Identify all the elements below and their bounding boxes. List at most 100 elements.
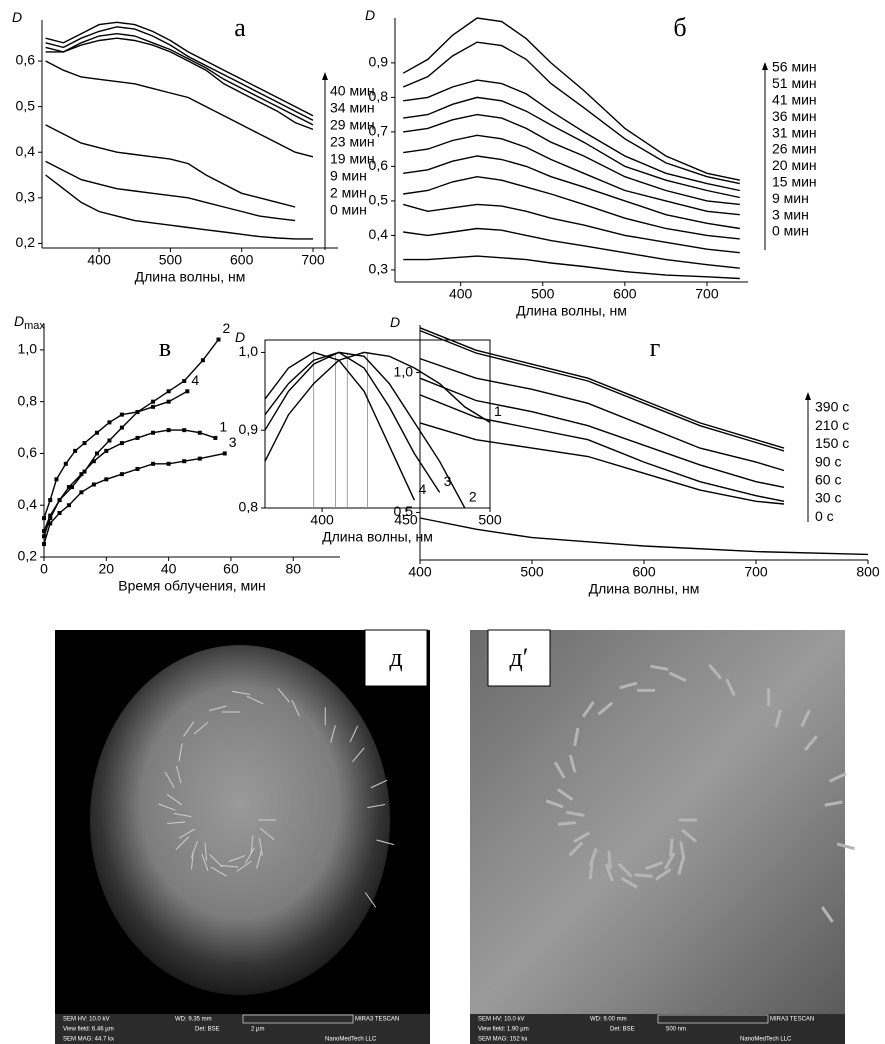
marker <box>200 358 205 363</box>
chart: 0 20 40 60 80 0,2 0,4 0,6 0,8 1,0 Время облучения,… <box>14 313 340 594</box>
panel-label: д′ <box>510 643 529 672</box>
x-tick-label: 500 <box>531 286 555 302</box>
y-tick-label: 0,3 <box>16 189 36 205</box>
scale-bar <box>242 1014 354 1024</box>
chart: 400 450 500 0,8 0,9 1,0 Длина волны, нм D 1 2 3 4 <box>235 329 502 545</box>
scale-bar <box>657 1014 769 1024</box>
series-line <box>45 60 314 158</box>
legend-label: 150 с <box>815 435 849 451</box>
legend-arrowhead <box>322 72 328 80</box>
legend-label: 51 мин <box>772 75 817 91</box>
flake <box>588 847 598 866</box>
x-tick-label: 600 <box>632 564 656 580</box>
marker <box>82 441 87 446</box>
marker <box>91 459 96 464</box>
flake <box>175 836 190 850</box>
marker <box>104 448 109 453</box>
flake <box>256 850 262 869</box>
marker <box>222 451 227 456</box>
flake <box>557 821 576 826</box>
flake <box>167 821 186 825</box>
marker <box>48 521 53 526</box>
marker <box>107 438 112 443</box>
flake <box>376 839 395 846</box>
flake <box>349 725 359 743</box>
x-tick-label: 700 <box>695 286 719 302</box>
marker <box>107 420 112 425</box>
x-axis-label: Длина волны, нм <box>322 529 433 545</box>
series-label: 3 <box>229 434 237 450</box>
series-line <box>419 377 785 488</box>
y-tick-label: 0,5 <box>16 97 36 113</box>
flake <box>175 765 182 784</box>
series-line <box>402 17 740 181</box>
footer-text: WD: 9.35 mm <box>175 1017 212 1023</box>
marker <box>57 510 62 515</box>
flake <box>581 700 595 718</box>
series-line <box>45 160 296 222</box>
flake <box>800 709 811 728</box>
y-tick-label: 0,5 <box>394 503 414 519</box>
y-axis-label: Dmax <box>14 313 45 332</box>
particle <box>90 645 390 995</box>
footer-text: SEM MAG: 44.7 kx <box>63 1037 114 1043</box>
legend-label: 0 мин <box>772 223 809 239</box>
flake <box>277 688 290 703</box>
flake <box>573 727 580 747</box>
series-line <box>43 429 216 537</box>
marker <box>70 485 75 490</box>
x-tick-label: 500 <box>478 512 502 528</box>
series-line <box>45 26 314 121</box>
marker <box>197 430 202 435</box>
flake <box>663 852 676 870</box>
flake <box>370 779 388 789</box>
plot-frame <box>264 339 491 509</box>
x-axis-label: Длина волны, нм <box>135 269 246 285</box>
image-background <box>470 630 845 1014</box>
flake <box>258 837 263 856</box>
marker <box>119 412 124 417</box>
marker <box>48 513 53 518</box>
flake <box>228 854 246 863</box>
x-tick-label: 400 <box>408 564 432 580</box>
x-tick-label: 700 <box>744 564 768 580</box>
flake <box>364 892 377 908</box>
marker <box>94 451 99 456</box>
y-tick-label: 0,8 <box>18 392 38 408</box>
legend-arrowhead <box>762 62 768 70</box>
marker <box>91 482 96 487</box>
series-line <box>45 124 296 208</box>
legend-label: 40 мин <box>330 83 375 99</box>
series-line <box>403 79 740 192</box>
flake <box>166 794 183 806</box>
legend-label: 9 мин <box>330 168 367 184</box>
footer-text: WD: 9.00 mm <box>590 1017 627 1023</box>
flake <box>604 863 614 882</box>
y-tick-label: 0,2 <box>18 548 38 564</box>
series-line <box>403 155 740 230</box>
marker <box>166 399 171 404</box>
marker <box>135 435 140 440</box>
flake <box>617 862 633 878</box>
x-tick-label: 450 <box>394 512 418 528</box>
flake <box>545 799 564 809</box>
flake <box>220 864 239 868</box>
footer-text: NanoMedTech LLC <box>325 1037 377 1043</box>
flake <box>828 772 847 783</box>
y-tick-label: 0,3 <box>369 261 389 277</box>
flake <box>774 709 783 728</box>
flake <box>645 861 664 871</box>
marker <box>54 477 59 482</box>
marker <box>197 456 202 461</box>
flake <box>677 856 685 875</box>
footer-text: NanoMedTech LLC <box>740 1037 792 1043</box>
series-line <box>402 41 740 185</box>
y-axis-label-main: D <box>235 329 245 345</box>
series-line <box>264 351 491 462</box>
flake <box>679 841 686 860</box>
y-tick-label: 1,0 <box>394 363 414 379</box>
series-label: 2 <box>469 489 477 505</box>
x-tick-label: 20 <box>99 561 115 577</box>
legend-label: 3 мин <box>772 206 809 222</box>
